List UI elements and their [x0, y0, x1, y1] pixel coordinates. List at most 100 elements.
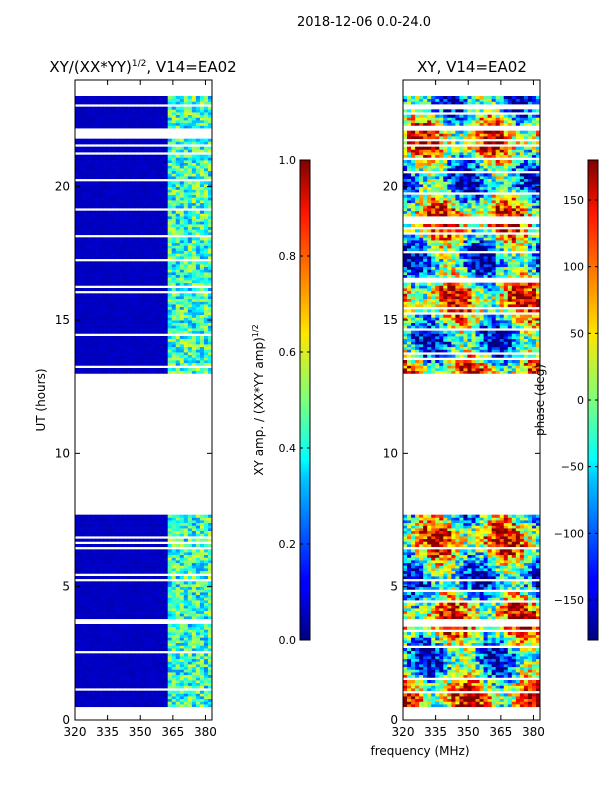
heatmap-cell: [183, 533, 189, 537]
heatmap-cell: [195, 304, 201, 308]
heatmap-cell: [99, 282, 104, 286]
heatmap-cell: [119, 520, 124, 524]
heatmap-cell: [99, 200, 104, 204]
heatmap-cell: [75, 653, 80, 657]
heatmap-cell: [123, 528, 128, 532]
heatmap-cell: [115, 520, 120, 524]
heatmap-cell: [83, 202, 88, 206]
heatmap-cell: [143, 202, 148, 206]
heatmap-cell: [79, 117, 84, 121]
heatmap-cell: [171, 184, 177, 188]
heatmap-cell: [175, 125, 181, 129]
heatmap-cell: [199, 661, 205, 665]
heatmap-cell: [111, 640, 116, 644]
heatmap-cell: [135, 672, 140, 676]
heatmap-cell: [75, 530, 80, 534]
heatmap-cell: [107, 354, 112, 358]
heatmap-cell: [207, 226, 213, 230]
heatmap-cell: [183, 197, 189, 201]
heatmap-cell: [195, 592, 201, 596]
heatmap-cell: [191, 226, 197, 230]
heatmap-cell: [147, 197, 152, 201]
heatmap-cell: [163, 309, 169, 313]
heatmap-cell: [103, 322, 108, 326]
heatmap-cell: [155, 640, 161, 644]
heatmap-cell: [159, 674, 165, 678]
heatmap-cell: [187, 149, 193, 153]
heatmap-cell: [199, 584, 205, 588]
heatmap-cell: [111, 576, 116, 580]
heatmap-cell: [103, 698, 108, 702]
heatmap-cell: [131, 213, 136, 217]
heatmap-cell: [103, 581, 108, 585]
heatmap-cell: [123, 125, 128, 129]
heatmap-cell: [95, 554, 100, 558]
heatmap-cell: [171, 642, 177, 646]
heatmap-cell: [183, 362, 189, 366]
heatmap-cell: [91, 325, 96, 329]
heatmap-cell: [143, 240, 148, 244]
heatmap-cell: [203, 264, 209, 268]
heatmap-cell: [139, 256, 144, 260]
heatmap-cell: [187, 146, 193, 150]
heatmap-cell: [131, 280, 136, 284]
heatmap-cell: [199, 304, 205, 308]
heatmap-cell: [111, 293, 116, 297]
heatmap-cell: [91, 202, 96, 206]
heatmap-cell: [123, 114, 128, 118]
heatmap-cell: [135, 173, 140, 177]
heatmap-cell: [135, 149, 140, 153]
heatmap-cell: [83, 296, 88, 300]
heatmap-cell: [203, 229, 209, 233]
heatmap-cell: [123, 360, 128, 364]
heatmap-cell: [131, 274, 136, 278]
heatmap-cell: [79, 328, 84, 332]
heatmap-cell: [111, 304, 116, 308]
heatmap-cell: [83, 338, 88, 342]
heatmap-cell: [83, 520, 88, 524]
heatmap-cell: [79, 184, 84, 188]
heatmap-cell: [115, 154, 120, 158]
heatmap-cell: [187, 549, 193, 553]
heatmap-cell: [175, 194, 181, 198]
heatmap-cell: [203, 370, 209, 374]
heatmap-cell: [99, 637, 104, 641]
heatmap-cell: [163, 186, 169, 190]
heatmap-cell: [87, 272, 92, 276]
heatmap-cell: [151, 629, 156, 633]
heatmap-cell: [207, 552, 213, 556]
heatmap-cell: [199, 237, 205, 241]
heatmap-cell: [199, 242, 205, 246]
heatmap-cell: [187, 354, 193, 358]
heatmap-cell: [87, 322, 92, 326]
heatmap-cell: [183, 165, 189, 169]
heatmap-cell: [123, 224, 128, 228]
heatmap-cell: [91, 346, 96, 350]
heatmap-cell: [159, 552, 165, 556]
heatmap-cell: [171, 613, 177, 617]
heatmap-cell: [191, 645, 197, 649]
heatmap-cell: [175, 280, 181, 284]
heatmap-cell: [175, 138, 181, 142]
heatmap-cell: [103, 672, 108, 676]
heatmap-cell: [155, 210, 161, 214]
heatmap-cell: [179, 221, 185, 225]
heatmap-cell: [195, 344, 201, 348]
heatmap-cell: [195, 666, 201, 670]
heatmap-cell: [135, 336, 140, 340]
heatmap-cell: [111, 349, 116, 353]
heatmap-cell: [143, 696, 148, 700]
heatmap-cell: [143, 325, 148, 329]
heatmap-cell: [207, 562, 213, 566]
heatmap-cell: [115, 261, 120, 265]
heatmap-cell: [147, 562, 152, 566]
heatmap-cell: [139, 205, 144, 209]
heatmap-cell: [191, 592, 197, 596]
heatmap-cell: [199, 248, 205, 252]
heatmap-cell: [83, 117, 88, 121]
heatmap-cell: [187, 245, 193, 249]
heatmap-cell: [99, 272, 104, 276]
heatmap-cell: [139, 586, 144, 590]
heatmap-cell: [75, 202, 80, 206]
heatmap-cell: [195, 664, 201, 668]
